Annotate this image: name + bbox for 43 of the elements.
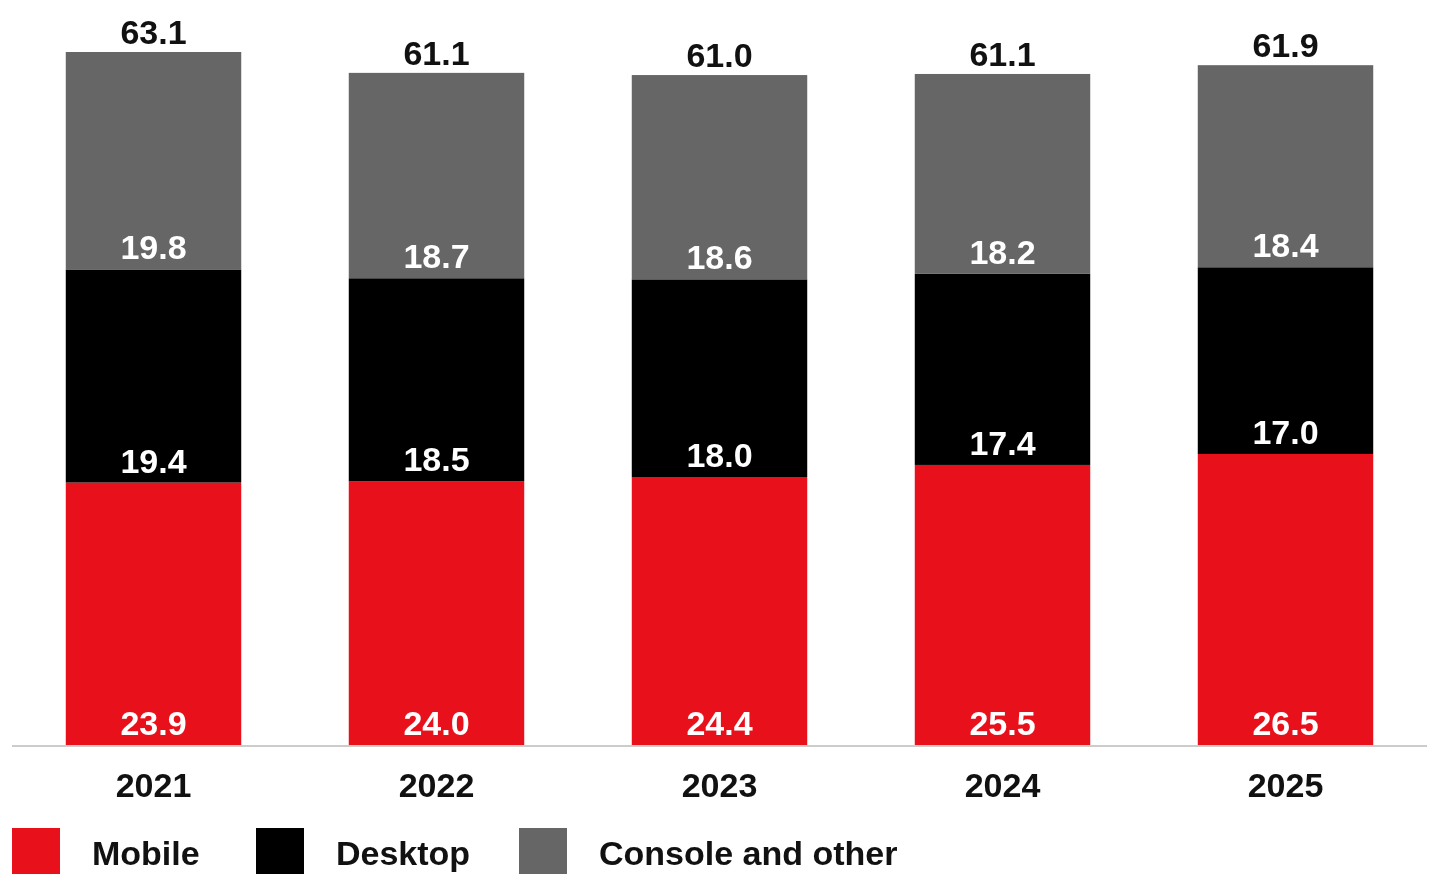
x-tick-label: 2023 bbox=[681, 766, 758, 804]
bar bbox=[1197, 453, 1374, 745]
data-label: 24.0 bbox=[403, 704, 470, 742]
legend-label: Mobile bbox=[92, 834, 200, 872]
total-label: 61.1 bbox=[403, 33, 470, 72]
bar bbox=[348, 481, 525, 745]
bar bbox=[65, 52, 242, 270]
x-tick-label: 2025 bbox=[1247, 766, 1324, 804]
x-tick-label: 2022 bbox=[398, 766, 475, 804]
x-tick-label: 2024 bbox=[964, 766, 1041, 804]
legend-label: Desktop bbox=[336, 834, 471, 872]
data-label: 18.5 bbox=[403, 440, 470, 479]
data-label: 18.0 bbox=[686, 436, 753, 475]
legend-label: Console and other bbox=[599, 834, 898, 872]
data-label: 18.7 bbox=[403, 237, 470, 276]
bar bbox=[348, 72, 525, 279]
bar bbox=[1197, 267, 1374, 454]
data-label: 23.9 bbox=[120, 704, 187, 742]
bar bbox=[914, 73, 1091, 274]
bar bbox=[348, 278, 525, 482]
data-label: 19.4 bbox=[120, 441, 187, 480]
bar bbox=[631, 477, 808, 745]
total-label: 63.1 bbox=[120, 13, 187, 51]
bar bbox=[1197, 65, 1374, 268]
bar bbox=[631, 279, 808, 478]
data-label: 24.4 bbox=[686, 704, 753, 742]
data-label: 26.5 bbox=[1252, 704, 1319, 742]
bar bbox=[914, 464, 1091, 745]
bar bbox=[631, 75, 808, 280]
data-label: 18.4 bbox=[1252, 226, 1319, 265]
data-label: 17.0 bbox=[1252, 412, 1319, 451]
data-label: 18.6 bbox=[686, 238, 753, 277]
data-label: 18.2 bbox=[969, 232, 1036, 271]
data-label: 17.4 bbox=[969, 423, 1036, 462]
total-label: 61.1 bbox=[969, 34, 1036, 73]
data-label: 19.8 bbox=[120, 228, 187, 267]
x-tick-label: 2021 bbox=[115, 766, 192, 804]
bar bbox=[914, 273, 1091, 465]
total-label: 61.0 bbox=[686, 36, 753, 75]
total-label: 61.9 bbox=[1252, 26, 1319, 65]
bar bbox=[65, 269, 242, 483]
bar bbox=[65, 482, 242, 745]
data-label: 25.5 bbox=[969, 704, 1036, 742]
